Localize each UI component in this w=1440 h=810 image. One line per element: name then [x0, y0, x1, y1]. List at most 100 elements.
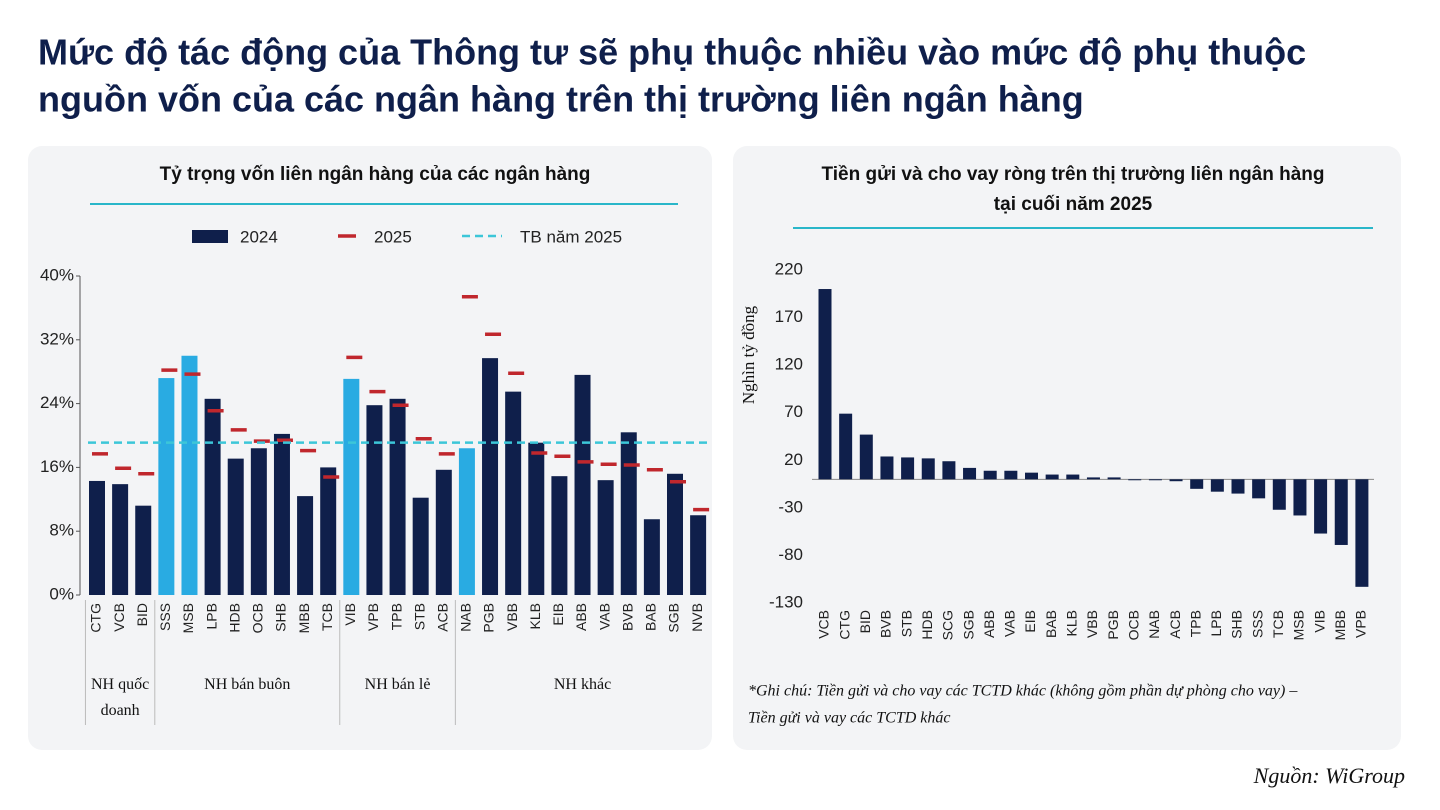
y-tick-label: 0%: [49, 584, 74, 603]
x-tick-label: STB: [411, 603, 427, 630]
bar: [112, 484, 129, 595]
x-tick-label: TCB: [1270, 610, 1286, 638]
bar: [983, 470, 997, 480]
bar: [1314, 479, 1328, 534]
x-tick-label: SCG: [940, 610, 956, 640]
x-tick-label: ABB: [981, 610, 997, 638]
y-tick-label: 32%: [40, 329, 74, 348]
x-tick-label: SSS: [1249, 610, 1265, 638]
x-tick-label: TPB: [1187, 610, 1203, 637]
bar: [597, 480, 614, 595]
x-tick-label: PGB: [1105, 610, 1121, 640]
bar: [1025, 472, 1038, 480]
y-tick-label: 70: [784, 402, 803, 421]
bar: [204, 398, 221, 595]
group-label: NH quốc doanh: [91, 676, 150, 719]
bar: [1334, 479, 1348, 545]
bar: [643, 519, 660, 595]
x-tick-label: VAB: [596, 603, 612, 630]
bar: [963, 467, 977, 480]
bar: [135, 505, 152, 595]
x-tick-label: OCB: [1125, 610, 1141, 640]
bar: [412, 497, 429, 595]
bar: [1107, 477, 1121, 480]
x-tick-label: LPB: [1208, 610, 1224, 636]
bar: [528, 442, 545, 595]
bar: [366, 405, 383, 595]
y-tick-label: 120: [775, 355, 803, 374]
x-tick-label: VBB: [504, 603, 520, 631]
bar: [880, 456, 894, 480]
x-tick-label: EIB: [1022, 610, 1038, 633]
bar: [505, 391, 522, 595]
x-tick-label: NAB: [458, 603, 474, 632]
x-tick-label: VIB: [342, 603, 358, 626]
x-tick-label: HDB: [919, 610, 935, 640]
y-tick-label: 220: [775, 259, 803, 278]
x-tick-label: CTG: [88, 603, 104, 633]
bar: [320, 467, 337, 595]
y-tick-label: -80: [778, 545, 803, 564]
bar: [1169, 479, 1183, 482]
x-tick-label: BID: [857, 610, 873, 633]
bar: [859, 434, 873, 480]
x-tick-label: KLB: [1064, 610, 1080, 636]
x-tick-label: BAB: [1043, 610, 1059, 638]
x-tick-label: MBB: [296, 603, 312, 633]
page-title-line: nguồn vốn của các ngân hàng trên thị trư…: [38, 79, 1084, 120]
x-tick-label: TPB: [388, 603, 404, 630]
page-title-line: Mức độ tác động của Thông tư sẽ phụ thuộ…: [38, 32, 1306, 73]
x-tick-label: NVB: [689, 603, 705, 632]
x-tick-label: ACB: [435, 603, 451, 632]
x-tick-label: PGB: [481, 603, 497, 633]
x-tick-label: VBB: [1084, 610, 1100, 638]
x-tick-label: BAB: [643, 603, 659, 631]
bar: [343, 378, 360, 595]
y-tick-label: 170: [775, 307, 803, 326]
x-tick-label: MBB: [1332, 610, 1348, 640]
x-tick-label: BID: [134, 603, 150, 626]
x-tick-label: SSS: [157, 603, 173, 631]
bar: [1148, 479, 1162, 481]
x-tick-label: SGB: [666, 603, 682, 633]
bar: [921, 458, 935, 480]
legend-label: 2025: [374, 227, 412, 246]
x-tick-label: VCB: [816, 610, 832, 639]
bar: [1086, 477, 1100, 480]
y-tick-label: 16%: [40, 457, 74, 476]
bar: [458, 448, 475, 595]
bar: [181, 355, 198, 595]
bar: [389, 398, 406, 595]
bar: [1231, 479, 1245, 494]
right-panel: [733, 146, 1401, 750]
x-tick-label: NAB: [1146, 610, 1162, 639]
x-tick-label: VAB: [1002, 610, 1018, 637]
bar: [551, 476, 568, 595]
x-tick-label: VIB: [1311, 610, 1327, 633]
bar: [667, 473, 683, 595]
bar: [690, 515, 707, 595]
x-tick-label: MSB: [1291, 610, 1307, 640]
x-tick-label: KLB: [527, 603, 543, 629]
x-tick-label: OCB: [250, 603, 266, 633]
legend-label: 2024: [240, 227, 278, 246]
bar: [1355, 479, 1369, 587]
bar: [1066, 474, 1080, 480]
x-tick-label: BVB: [878, 610, 894, 638]
bar: [942, 461, 956, 480]
bar: [89, 480, 105, 595]
bar: [227, 458, 244, 595]
bar: [839, 413, 853, 480]
bar: [574, 374, 591, 595]
x-tick-label: STB: [898, 610, 914, 637]
x-tick-label: CTG: [836, 610, 852, 640]
y-tick-label: -30: [778, 497, 803, 516]
source: Nguồn: WiGroup: [1253, 763, 1405, 788]
x-tick-label: EIB: [550, 603, 566, 626]
bar: [1190, 479, 1204, 489]
bar: [1128, 479, 1142, 481]
y-tick-label: -130: [769, 592, 803, 611]
bar: [1252, 479, 1266, 499]
